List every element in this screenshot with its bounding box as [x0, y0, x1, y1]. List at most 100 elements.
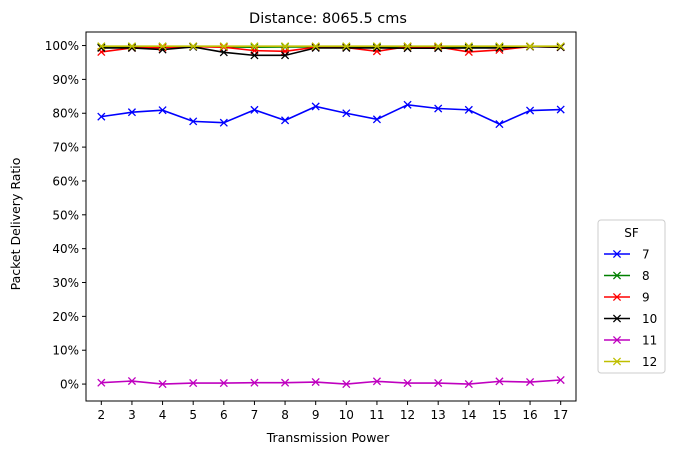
- x-tick-label: 17: [553, 408, 568, 422]
- x-tick-label: 2: [97, 408, 105, 422]
- x-tick-label: 5: [189, 408, 197, 422]
- chart-title: Distance: 8065.5 cms: [249, 11, 407, 27]
- data-point-sf-11: [219, 378, 228, 388]
- y-tick-label: 0%: [60, 378, 79, 392]
- data-point-sf-11: [281, 378, 290, 387]
- y-axis-label: Packet Delivery Ratio: [8, 158, 23, 291]
- data-point-sf-12: [495, 42, 504, 51]
- data-point-sf-12: [464, 42, 473, 51]
- axes-frame: [85, 31, 577, 402]
- data-point-sf-11: [434, 378, 443, 388]
- y-tick-label: 60%: [52, 174, 79, 188]
- plot-area: 2 3 4 5 6 7 8 9 10 11 12 13 14 15 16 17 0% 10% 20% 30% 40% 50…: [45, 31, 577, 422]
- data-point-sf-7: [526, 106, 535, 115]
- x-tick-label: 4: [159, 408, 167, 422]
- data-point-sf-11: [495, 377, 504, 386]
- data-point-sf-12: [342, 42, 351, 51]
- data-point-sf-7: [219, 118, 228, 127]
- y-tick-label: 90%: [52, 73, 79, 87]
- data-point-sf-10: [281, 51, 290, 60]
- data-point-sf-7: [556, 105, 565, 114]
- data-point-sf-7: [158, 106, 167, 115]
- data-point-sf-7: [342, 109, 351, 118]
- y-tick-label: 80%: [52, 107, 79, 121]
- y-tick-label: 50%: [52, 208, 79, 222]
- x-tick-label: 8: [281, 408, 289, 422]
- series-line-sf-7: [101, 103, 561, 125]
- y-tick-label: 40%: [52, 242, 79, 256]
- data-point-sf-11: [250, 378, 259, 387]
- x-tick-label: 16: [522, 408, 537, 422]
- data-point-sf-11: [372, 377, 381, 386]
- data-point-sf-7: [372, 115, 381, 124]
- y-tick-label: 20%: [52, 310, 79, 324]
- data-point-sf-7: [434, 104, 443, 113]
- y-tick-label: 100%: [45, 39, 79, 53]
- data-point-sf-11: [464, 380, 473, 389]
- data-point-sf-7: [127, 108, 136, 117]
- data-point-sf-12: [372, 42, 381, 51]
- data-point-sf-10: [250, 51, 259, 60]
- data-point-sf-12: [556, 42, 565, 51]
- legend-label-sf-10: 10: [642, 312, 657, 326]
- series-line-sf-10: [101, 45, 561, 57]
- data-point-sf-12: [311, 42, 320, 51]
- data-point-sf-7: [495, 120, 504, 129]
- x-tick-label: 7: [251, 408, 259, 422]
- legend-label-sf-11: 11: [642, 334, 657, 348]
- legend-title: SF: [624, 226, 639, 240]
- data-point-sf-10: [556, 43, 565, 52]
- y-tick-label: 30%: [52, 276, 79, 290]
- legend-label-sf-9: 9: [642, 291, 650, 305]
- data-point-sf-11: [556, 375, 565, 385]
- data-point-sf-7: [311, 102, 320, 111]
- x-tick-label: 14: [461, 408, 476, 422]
- data-point-sf-7: [189, 117, 198, 126]
- data-point-sf-7: [97, 112, 106, 121]
- legend-marker-sf-9: [612, 292, 622, 302]
- legend-label-sf-8: 8: [642, 269, 650, 283]
- x-tick-label: 3: [128, 408, 136, 422]
- data-point-sf-11: [127, 376, 136, 386]
- series-line-sf-11: [101, 379, 561, 385]
- data-point-sf-10: [219, 48, 228, 57]
- data-point-sf-10: [158, 45, 167, 54]
- legend-marker-sf-8: [612, 271, 622, 280]
- data-point-sf-12: [127, 42, 136, 51]
- data-point-sf-11: [526, 377, 535, 387]
- legend-box: [597, 219, 666, 374]
- x-axis-label: Transmission Power: [266, 430, 390, 445]
- x-tick-label: 10: [339, 408, 354, 422]
- x-tick-label: 15: [492, 408, 507, 422]
- x-tick-label: 6: [220, 408, 228, 422]
- legend-label-sf-7: 7: [642, 248, 650, 262]
- data-point-sf-7: [281, 116, 290, 125]
- y-tick-label: 70%: [52, 141, 79, 155]
- data-point-sf-7: [403, 100, 412, 109]
- legend-marker-sf-7: [612, 249, 622, 259]
- data-point-sf-12: [189, 42, 198, 51]
- legend-marker-sf-11: [612, 335, 622, 345]
- x-tick-label: 9: [312, 408, 320, 422]
- data-point-sf-11: [189, 378, 198, 388]
- legend: SF7 8 9 10 11 12: [597, 219, 666, 374]
- data-point-sf-12: [97, 42, 106, 51]
- data-point-sf-11: [158, 380, 167, 389]
- data-point-sf-11: [97, 378, 106, 387]
- data-point-sf-12: [250, 42, 259, 51]
- data-point-sf-12: [219, 42, 228, 51]
- data-point-sf-12: [526, 42, 535, 51]
- data-point-sf-7: [250, 105, 259, 114]
- y-tick-label: 10%: [52, 344, 79, 358]
- data-point-sf-12: [281, 42, 290, 51]
- x-tick-label: 12: [400, 408, 415, 422]
- x-tick-label: 13: [431, 408, 446, 422]
- data-point-sf-12: [434, 42, 443, 51]
- data-point-sf-11: [403, 378, 412, 388]
- x-tick-label: 11: [369, 408, 384, 422]
- data-point-sf-7: [464, 105, 473, 114]
- legend-marker-sf-10: [612, 314, 622, 323]
- legend-marker-sf-12: [612, 357, 622, 366]
- data-point-sf-12: [158, 42, 167, 51]
